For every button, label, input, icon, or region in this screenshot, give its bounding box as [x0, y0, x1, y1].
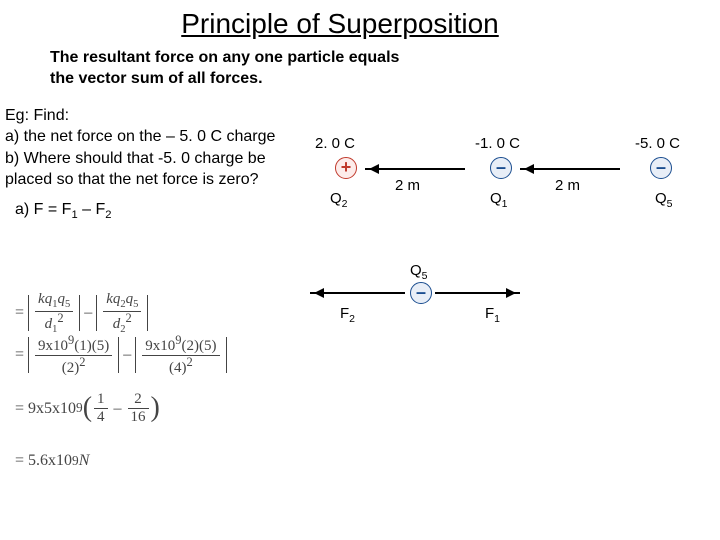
equation-block: = kq1q5 d12 – kq2q5 d22 = 9x109(1)(5) (2… [15, 295, 227, 483]
charge1-circle: + [335, 157, 357, 179]
force-arrow-f1 [435, 292, 520, 294]
force-f2-label: F2 [340, 305, 355, 325]
equation-line1: = kq1q5 d12 – kq2q5 d22 [15, 295, 227, 331]
equation-line3: = 9x5x109 ( 14 – 216 ) [15, 379, 227, 438]
charge-diagram: 2. 0 C + Q2 2 m -1. 0 C – Q1 2 m -5. 0 C… [315, 135, 715, 235]
distance-2: 2 m [555, 177, 580, 194]
distance-1: 2 m [395, 177, 420, 194]
charge2-value: -1. 0 C [475, 135, 520, 152]
force-q-label: Q5 [410, 262, 428, 282]
force-arrow-f2 [310, 292, 405, 294]
example-b2: placed so that the net force is zero? [5, 171, 258, 188]
arrow-1 [365, 168, 465, 170]
answer-a-mid: – F [78, 201, 106, 218]
force-f1-label: F1 [485, 305, 500, 325]
example-a: a) the net force on the – 5. 0 C charge [5, 128, 275, 145]
definition-line2: the vector sum of all forces. [50, 70, 263, 87]
equation-line4: = 5.6x109 N [15, 444, 227, 478]
definition: The resultant force on any one particle … [50, 48, 720, 90]
charge2-circle: – [490, 157, 512, 179]
charge3-label: Q5 [655, 190, 673, 210]
answer-a-text: a) F = F [15, 201, 71, 218]
equation-line2: = 9x109(1)(5) (2)2 – 9x109(2)(5) (4)2 [15, 337, 227, 373]
definition-line1: The resultant force on any one particle … [50, 49, 399, 66]
force-charge-circle: – [410, 282, 432, 304]
force-diagram: Q5 – F2 F1 [300, 270, 600, 330]
charge1-value: 2. 0 C [315, 135, 355, 152]
arrow-2 [520, 168, 620, 170]
answer-a-sub2: 2 [105, 209, 111, 221]
charge3-circle: – [650, 157, 672, 179]
charge1-label: Q2 [330, 190, 348, 210]
example-b: b) Where should that -5. 0 charge be [5, 150, 266, 167]
page-title: Principle of Superposition [0, 0, 720, 40]
example-prefix: Eg: Find: [5, 107, 69, 124]
example-block: Eg: Find: a) the net force on the – 5. 0… [5, 105, 305, 191]
charge2-label: Q1 [490, 190, 508, 210]
charge3-value: -5. 0 C [635, 135, 680, 152]
